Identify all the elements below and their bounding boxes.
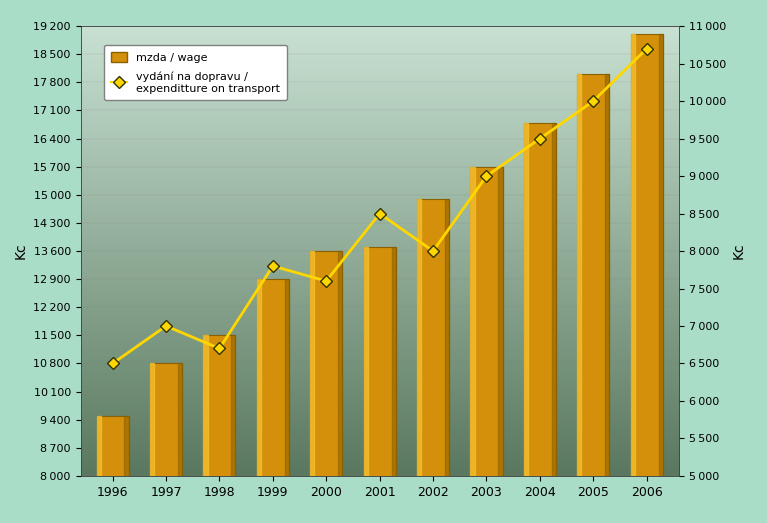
Bar xyxy=(364,247,368,523)
Bar xyxy=(178,363,182,523)
Bar xyxy=(97,416,129,523)
Bar xyxy=(124,416,129,523)
Bar xyxy=(630,34,663,523)
Bar xyxy=(285,279,289,523)
Legend: mzda / wage, vydání na dopravu /
expenditture on transport: mzda / wage, vydání na dopravu / expendi… xyxy=(104,45,287,100)
Bar xyxy=(630,34,635,523)
Bar xyxy=(551,122,556,523)
Bar xyxy=(310,251,314,523)
Bar xyxy=(150,363,182,523)
Bar xyxy=(150,363,154,523)
Bar xyxy=(524,122,528,523)
Bar xyxy=(605,74,609,523)
Bar xyxy=(97,416,100,523)
Bar xyxy=(499,167,502,523)
Bar xyxy=(203,335,208,523)
Bar xyxy=(578,74,581,523)
Bar xyxy=(203,335,235,523)
Bar xyxy=(578,74,609,523)
Bar xyxy=(417,199,449,523)
Bar xyxy=(257,279,261,523)
Bar xyxy=(524,122,556,523)
Y-axis label: Kc: Kc xyxy=(14,243,28,259)
Bar xyxy=(232,335,235,523)
Bar xyxy=(417,199,421,523)
Y-axis label: Kc: Kc xyxy=(731,243,746,259)
Bar xyxy=(391,247,396,523)
Bar xyxy=(310,251,342,523)
Bar xyxy=(445,199,449,523)
Bar xyxy=(338,251,342,523)
Bar xyxy=(659,34,663,523)
Bar xyxy=(470,167,475,523)
Bar xyxy=(470,167,502,523)
Bar xyxy=(364,247,396,523)
Bar xyxy=(257,279,289,523)
